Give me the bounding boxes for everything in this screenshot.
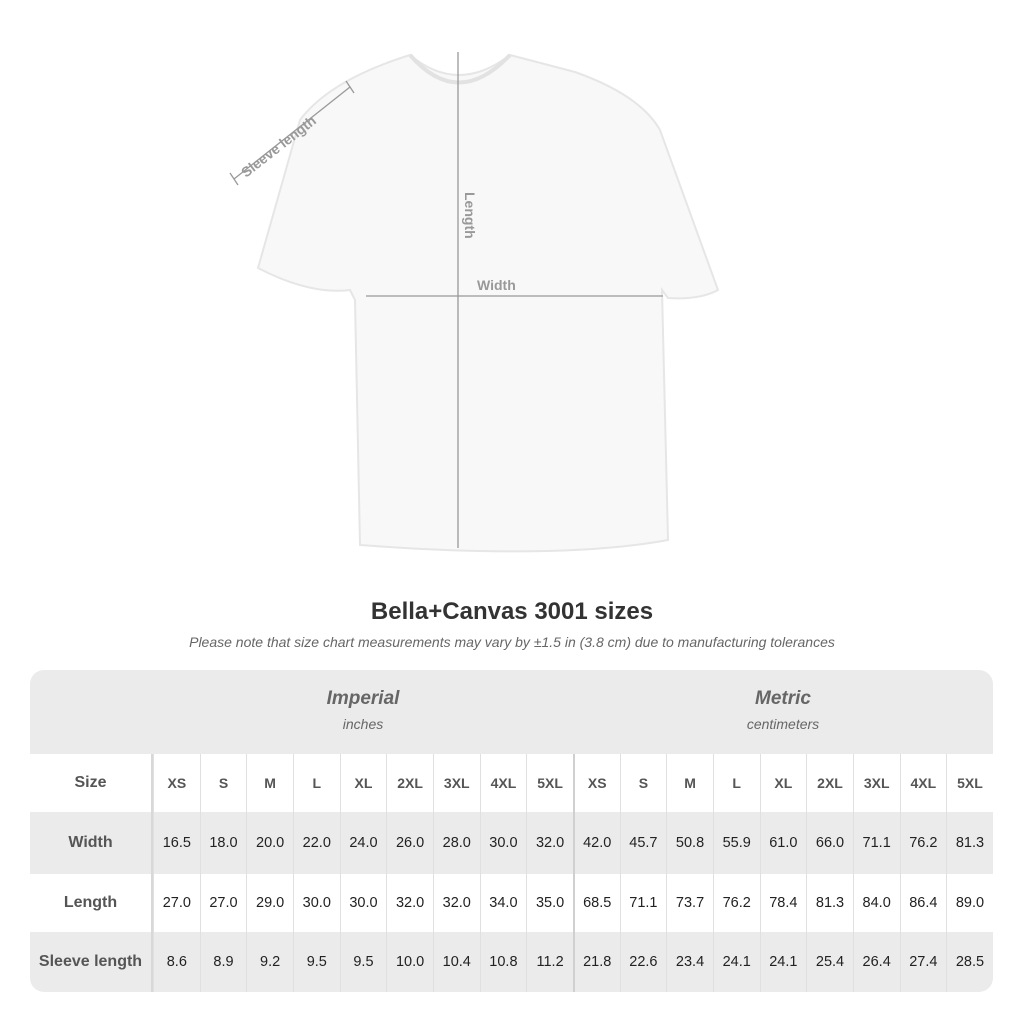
size-header-cell: M bbox=[666, 754, 713, 812]
size-header-cell: 5XL bbox=[526, 754, 573, 812]
imperial-value-cell: 20.0 bbox=[246, 812, 293, 874]
tshirt-shape bbox=[256, 53, 720, 553]
metric-value-cell: 81.3 bbox=[806, 874, 853, 932]
row-label: Width bbox=[30, 812, 153, 874]
tshirt-diagram: Length Width Sleeve length bbox=[229, 52, 720, 553]
imperial-value-cell: 8.9 bbox=[199, 932, 247, 992]
imperial-value-cell: 30.0 bbox=[479, 812, 527, 874]
metric-value-cell: 45.7 bbox=[619, 812, 667, 874]
size-header-cell: L bbox=[712, 754, 760, 812]
metric-value-cell: 24.1 bbox=[759, 932, 807, 992]
metric-value-cell: 81.3 bbox=[946, 812, 993, 874]
size-header-cell: 5XL bbox=[946, 754, 993, 812]
size-header-cell: M bbox=[246, 754, 293, 812]
metric-title: Metric bbox=[755, 688, 811, 709]
table-row: Sleeve length 8.6 8.9 9.2 9.5 9.5 10.0 10.4 10.8… bbox=[30, 932, 993, 992]
imperial-title: Imperial bbox=[326, 688, 400, 709]
imperial-value-cell: 28.0 bbox=[432, 812, 480, 874]
imperial-value-cell: 11.2 bbox=[526, 932, 573, 992]
size-header-cell: 3XL bbox=[852, 754, 900, 812]
imperial-value-cell: 18.0 bbox=[199, 812, 247, 874]
imperial-value-cell: 8.6 bbox=[153, 932, 200, 992]
size-header-cell: S bbox=[199, 754, 247, 812]
table-header: Imperial inches Metric centimeters bbox=[30, 670, 993, 754]
row-label: Length bbox=[30, 874, 153, 932]
metric-value-cell: 86.4 bbox=[899, 874, 947, 932]
size-header-cell: XS bbox=[153, 754, 200, 812]
imperial-value-cell: 24.0 bbox=[339, 812, 387, 874]
metric-value-cell: 76.2 bbox=[712, 874, 760, 932]
size-header-cell: 4XL bbox=[899, 754, 947, 812]
size-header-cell: XS bbox=[572, 754, 620, 812]
metric-value-cell: 21.8 bbox=[572, 932, 620, 992]
imperial-value-cell: 35.0 bbox=[526, 874, 573, 932]
metric-value-cell: 23.4 bbox=[666, 932, 713, 992]
imperial-group: Imperial inches bbox=[153, 688, 573, 732]
imperial-value-cell: 22.0 bbox=[292, 812, 340, 874]
size-header-cell: S bbox=[619, 754, 667, 812]
imperial-value-cell: 9.2 bbox=[246, 932, 293, 992]
size-header-cell: 2XL bbox=[806, 754, 853, 812]
metric-value-cell: 42.0 bbox=[572, 812, 620, 874]
table-row: Length 27.0 27.0 29.0 30.0 30.0 32.0 32.0 34.0 35… bbox=[30, 874, 993, 932]
metric-value-cell: 78.4 bbox=[759, 874, 807, 932]
metric-value-cell: 55.9 bbox=[712, 812, 760, 874]
size-table: Imperial inches Metric centimeters Size X… bbox=[30, 670, 993, 992]
size-header-cell: 3XL bbox=[432, 754, 480, 812]
imperial-value-cell: 30.0 bbox=[339, 874, 387, 932]
metric-value-cell: 27.4 bbox=[899, 932, 947, 992]
size-header-cell: XL bbox=[339, 754, 387, 812]
metric-value-cell: 22.6 bbox=[619, 932, 667, 992]
table-row: Width 16.5 18.0 20.0 22.0 24.0 26.0 28.0 30.0 32.… bbox=[30, 812, 993, 874]
metric-value-cell: 61.0 bbox=[759, 812, 807, 874]
metric-value-cell: 66.0 bbox=[806, 812, 853, 874]
imperial-value-cell: 32.0 bbox=[386, 874, 433, 932]
metric-value-cell: 71.1 bbox=[619, 874, 667, 932]
length-label: Length bbox=[462, 192, 478, 239]
size-header-cell: L bbox=[292, 754, 340, 812]
metric-value-cell: 89.0 bbox=[946, 874, 993, 932]
imperial-value-cell: 32.0 bbox=[432, 874, 480, 932]
imperial-value-cell: 29.0 bbox=[246, 874, 293, 932]
imperial-value-cell: 9.5 bbox=[292, 932, 340, 992]
imperial-value-cell: 32.0 bbox=[526, 812, 573, 874]
imperial-value-cell: 30.0 bbox=[292, 874, 340, 932]
imperial-value-cell: 10.4 bbox=[432, 932, 480, 992]
imperial-value-cell: 27.0 bbox=[153, 874, 200, 932]
metric-group: Metric centimeters bbox=[573, 688, 993, 732]
size-header-cell: XL bbox=[759, 754, 807, 812]
imperial-unit: inches bbox=[342, 716, 384, 732]
size-header-cell: 4XL bbox=[479, 754, 527, 812]
metric-value-cell: 76.2 bbox=[899, 812, 947, 874]
imperial-value-cell: 27.0 bbox=[199, 874, 247, 932]
metric-value-cell: 24.1 bbox=[712, 932, 760, 992]
size-header-cell: 2XL bbox=[386, 754, 433, 812]
imperial-value-cell: 26.0 bbox=[386, 812, 433, 874]
metric-unit: centimeters bbox=[746, 716, 820, 732]
imperial-value-cell: 34.0 bbox=[479, 874, 527, 932]
row-label: Sleeve length bbox=[30, 932, 153, 992]
metric-value-cell: 73.7 bbox=[666, 874, 713, 932]
tolerance-note: Please note that size chart measurements… bbox=[189, 634, 835, 650]
metric-value-cell: 84.0 bbox=[852, 874, 900, 932]
metric-value-cell: 28.5 bbox=[946, 932, 993, 992]
sleeve-line bbox=[233, 86, 351, 180]
metric-value-cell: 50.8 bbox=[666, 812, 713, 874]
width-label: Width bbox=[477, 277, 516, 293]
size-header-row: Size XS S M L XL 2XL 3XL 4XL 5XL XS S M L XL 2XL 3XL 4XL 5… bbox=[30, 754, 993, 812]
imperial-value-cell: 10.0 bbox=[386, 932, 433, 992]
row-label: Size bbox=[30, 754, 153, 812]
page-title: Bella+Canvas 3001 sizes bbox=[370, 598, 654, 625]
imperial-value-cell: 9.5 bbox=[339, 932, 387, 992]
imperial-value-cell: 10.8 bbox=[479, 932, 527, 992]
metric-value-cell: 71.1 bbox=[852, 812, 900, 874]
metric-value-cell: 68.5 bbox=[572, 874, 620, 932]
imperial-value-cell: 16.5 bbox=[153, 812, 200, 874]
metric-value-cell: 25.4 bbox=[806, 932, 853, 992]
metric-value-cell: 26.4 bbox=[852, 932, 900, 992]
